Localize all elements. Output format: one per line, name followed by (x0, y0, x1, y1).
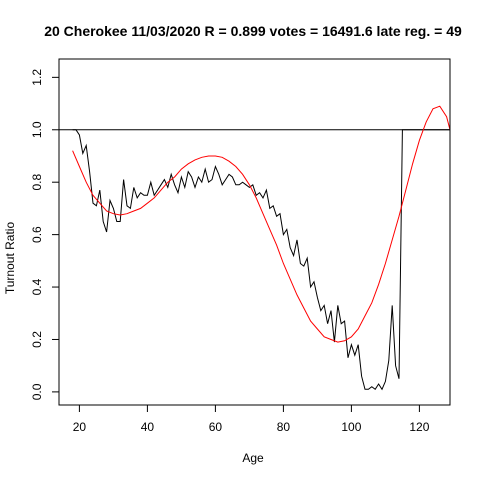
x-tick-label: 60 (209, 420, 223, 434)
y-tick-label: 1.0 (30, 121, 44, 138)
x-tick-label: 100 (341, 420, 361, 434)
y-tick-label: 0.2 (30, 331, 44, 348)
x-tick-label: 40 (141, 420, 155, 434)
chart-title: 20 Cherokee 11/03/2020 R = 0.899 votes =… (44, 23, 462, 39)
plot-area (59, 105, 450, 391)
x-tick-label: 80 (277, 420, 291, 434)
fitted-curve-line (72, 105, 450, 343)
y-tick-label: 0.8 (30, 174, 44, 191)
x-axis: 20 40 60 80 100 120 (73, 404, 430, 434)
y-tick-label: 1.2 (30, 69, 44, 86)
y-tick-label: 0.4 (30, 278, 44, 295)
y-tick-label: 0.0 (30, 383, 44, 400)
x-axis-label: Age (242, 451, 264, 465)
x-tick-label: 120 (409, 420, 429, 434)
y-tick-label: 0.6 (30, 226, 44, 243)
observed-turnout-line (72, 129, 450, 391)
y-axis-label: Turnout Ratio (3, 222, 17, 295)
x-tick-label: 20 (73, 420, 87, 434)
plot-frame (58, 58, 451, 406)
y-axis: 0.0 0.2 0.4 0.6 0.8 1.0 1.2 (30, 69, 60, 400)
